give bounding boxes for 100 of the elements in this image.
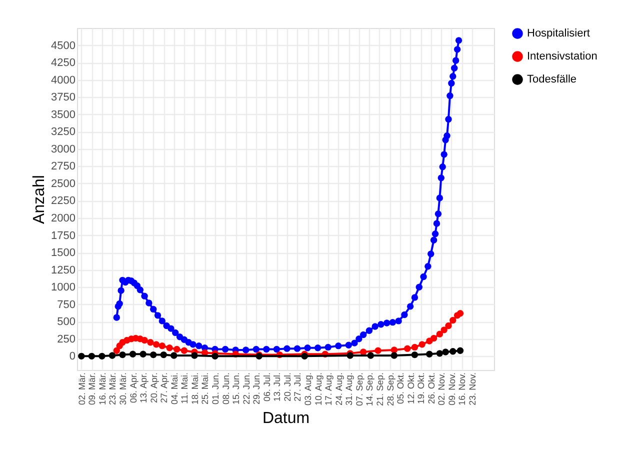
y-tick-label: 250	[57, 333, 76, 346]
point	[180, 347, 188, 354]
point	[390, 352, 398, 359]
point	[456, 347, 464, 354]
point	[191, 352, 198, 359]
x-tick-label: 02. Mär.	[76, 372, 87, 406]
point	[450, 348, 456, 355]
x-tick-label: 24. Aug.	[334, 372, 344, 406]
point	[430, 334, 438, 342]
point	[404, 345, 411, 352]
x-tick-label: 26. Okt.	[426, 372, 436, 404]
legend-label: Intensivstation	[527, 50, 598, 62]
y-tick-label: 2000	[51, 212, 76, 224]
x-tick-label: 27. Jul.	[292, 372, 303, 402]
x-tick-label: 21. Sep.	[374, 372, 385, 406]
x-tick-label: 05. Okt.	[396, 372, 406, 404]
x-axis-title: Datum	[262, 410, 310, 428]
y-axis-title: Anzahl	[31, 175, 48, 224]
x-tick-label: 15. Jun.	[231, 372, 242, 405]
y-tick-label: 4000	[51, 74, 76, 86]
y-tick-label: 2500	[51, 178, 76, 190]
point	[445, 322, 452, 330]
point	[418, 341, 426, 348]
point	[150, 351, 157, 358]
point	[140, 350, 146, 358]
point	[440, 326, 448, 334]
x-tick-label: 13. Jul.	[272, 372, 282, 402]
point	[147, 339, 154, 346]
point	[152, 341, 160, 348]
y-tick-label: 1250	[51, 264, 76, 276]
point	[78, 352, 85, 360]
x-tick-label: 31. Aug.	[344, 372, 354, 406]
point	[411, 344, 418, 351]
x-tick-label: 23. Nov.	[467, 372, 478, 406]
point	[160, 351, 167, 358]
point	[411, 351, 418, 358]
point	[436, 330, 444, 338]
x-tick-label: 10. Aug.	[313, 372, 324, 406]
point	[442, 348, 449, 356]
x-tick-label: 09. Mär.	[87, 372, 98, 406]
y-tick-label: 3250	[51, 126, 76, 138]
y-tick-label: 4250	[51, 57, 76, 70]
x-tick-label: 29. Jun.	[252, 372, 262, 405]
y-tick-label: 500	[57, 316, 76, 328]
x-tick-label: 17. Aug.	[324, 372, 334, 406]
point	[367, 352, 374, 359]
x-tick-label: 14. Sep.	[364, 372, 375, 406]
y-tick-label: 3000	[51, 143, 76, 156]
point	[436, 350, 444, 357]
x-tick-label: 12. Okt.	[406, 372, 416, 404]
point	[456, 310, 464, 317]
y-tick-label: 0	[69, 350, 76, 363]
point	[212, 352, 218, 360]
x-tick-label: 20. Apr.	[148, 372, 159, 404]
x-tick-label: 06. Jul.	[262, 372, 272, 402]
y-tick-label: 4500	[51, 40, 76, 52]
legend-label: Todesfälle	[527, 74, 577, 86]
y-tick-label: 3750	[51, 92, 76, 104]
y-tick-label: 2250	[51, 195, 76, 208]
x-tick-label: 25. Mai.	[200, 372, 210, 405]
x-tick-label: 18. Mai.	[190, 372, 200, 405]
point	[170, 352, 178, 359]
point	[360, 348, 367, 356]
point	[390, 346, 398, 354]
x-tick-label: 22. Jun.	[241, 372, 252, 405]
x-tick-label: 27. Apr.	[159, 372, 170, 404]
point	[173, 346, 180, 353]
point	[119, 351, 126, 358]
x-tick-label: 20. Jul.	[282, 372, 292, 402]
x-tick-label: 06. Apr.	[128, 372, 138, 404]
point	[108, 352, 116, 359]
x-tick-label: 04. Mai.	[169, 372, 180, 405]
x-tick-label: 30. Mär.	[118, 372, 128, 406]
y-tick-label: 1750	[51, 230, 76, 242]
x-tick-label: 28. Sep.	[385, 372, 396, 406]
x-tick-label: 13. Apr.	[138, 372, 149, 404]
x-tick-label: 19. Okt.	[416, 372, 426, 404]
x-tick-label: 16. Mär.	[97, 372, 108, 406]
y-tick-label: 750	[57, 298, 76, 311]
x-tick-label: 07. Sep.	[354, 372, 364, 406]
y-tick-label: 1500	[51, 247, 76, 260]
y-tick-label: 1000	[51, 282, 76, 294]
legend-label: Hospitalisiert	[527, 28, 590, 40]
point	[158, 342, 166, 350]
point	[113, 347, 120, 354]
point	[450, 316, 456, 324]
point	[426, 350, 433, 358]
x-tick-label: 23. Mär.	[108, 372, 118, 406]
point	[88, 352, 96, 360]
x-tick-label: 11. Mai.	[180, 372, 190, 404]
point	[374, 347, 382, 354]
point	[166, 344, 173, 352]
point	[129, 350, 136, 358]
point	[301, 352, 308, 360]
y-tick-label: 3500	[51, 108, 76, 121]
y-tick-label: 2750	[51, 160, 76, 173]
point	[141, 336, 148, 344]
x-tick-label: 03. Aug.	[303, 372, 314, 406]
x-tick-label: 02. Nov.	[436, 372, 447, 406]
x-tick-label: 09. Nov.	[446, 372, 457, 406]
